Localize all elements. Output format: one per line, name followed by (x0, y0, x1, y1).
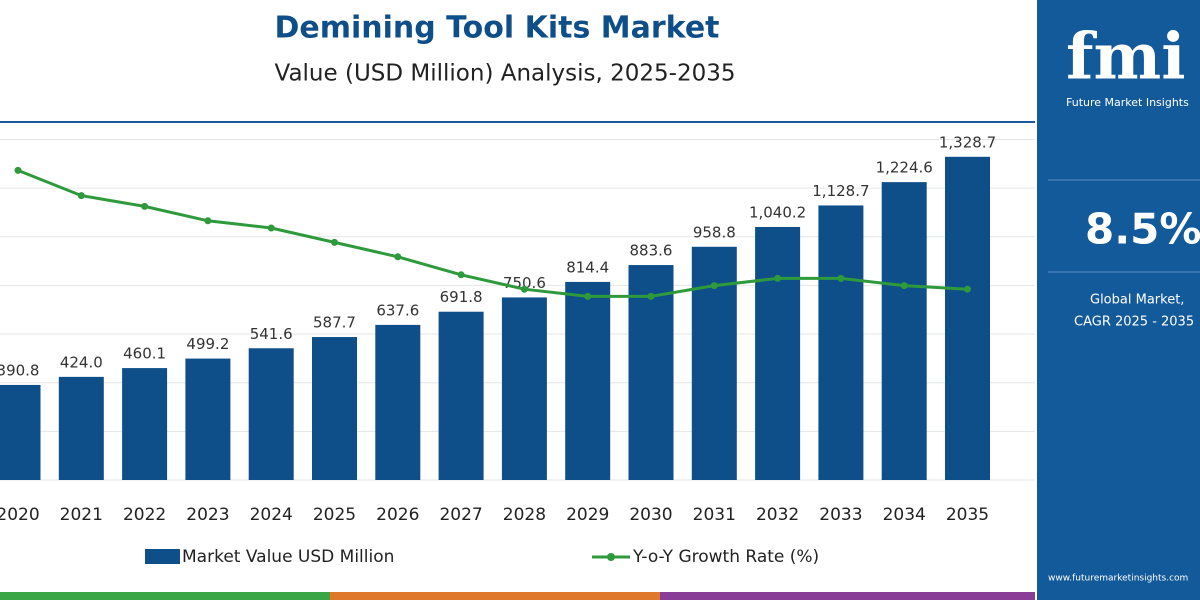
bar (945, 156, 990, 480)
x-tick-label: 2028 (503, 505, 546, 525)
value-label: 499.2 (186, 335, 229, 353)
x-tick-label: 2023 (186, 505, 229, 525)
x-tick-label: 2025 (313, 505, 356, 525)
value-label: 1,328.7 (939, 133, 996, 151)
bar (58, 376, 104, 480)
growth-point (394, 253, 402, 261)
bar (185, 358, 231, 480)
x-tick-label: 2022 (123, 505, 166, 525)
cagr-value: 8.5% (1085, 205, 1200, 254)
value-label: 883.6 (630, 242, 673, 260)
bar (691, 246, 737, 480)
logo: fmi (1066, 20, 1186, 95)
growth-point (584, 292, 592, 300)
value-label: 691.8 (440, 288, 483, 306)
company-name: Future Market Insights (1066, 96, 1189, 109)
x-tick-label: 2021 (60, 505, 103, 525)
bar (438, 311, 484, 480)
value-label: 1,128.7 (812, 182, 869, 200)
value-label: 637.6 (376, 301, 419, 319)
value-label: 587.7 (313, 314, 356, 332)
chart-title: Demining Tool Kits Market (274, 11, 719, 46)
growth-point (14, 166, 22, 174)
cagr-label: Global Market, (1090, 293, 1184, 308)
value-label: 541.6 (250, 325, 293, 343)
legend-swatch (145, 549, 180, 564)
side-panel (1037, 0, 1200, 600)
bar (881, 182, 927, 480)
bar (122, 368, 168, 480)
bar (375, 324, 421, 480)
growth-point (267, 224, 275, 232)
bar (248, 348, 294, 480)
bar (628, 265, 674, 480)
growth-point (900, 282, 908, 290)
value-label: 958.8 (693, 223, 736, 241)
cagr-label: CAGR 2025 - 2035 (1074, 315, 1194, 330)
bar (501, 297, 547, 480)
growth-point (710, 282, 718, 290)
footer-strip (660, 592, 1035, 600)
value-label: 424.0 (60, 353, 103, 371)
x-tick-label: 2020 (0, 505, 40, 525)
x-tick-label: 2027 (439, 505, 482, 525)
legend-label: Y-o-Y Growth Rate (%) (632, 547, 819, 567)
growth-point (204, 217, 212, 225)
growth-point (331, 238, 338, 246)
value-label: 460.1 (123, 345, 166, 363)
bar (0, 384, 41, 480)
growth-point (964, 285, 971, 293)
legend-label: Market Value USD Million (182, 547, 394, 567)
legend-swatch (607, 553, 615, 561)
x-tick-label: 2032 (756, 505, 799, 525)
growth-point (77, 192, 85, 200)
growth-point (457, 271, 465, 279)
footer-strip (330, 592, 660, 600)
bar (565, 281, 611, 480)
website: www.futuremarketinsights.com (1048, 574, 1188, 584)
growth-point (837, 274, 845, 282)
x-tick-label: 2034 (883, 505, 926, 525)
growth-line (17, 169, 968, 298)
x-tick-label: 2024 (250, 505, 293, 525)
footer-strip (0, 592, 330, 600)
x-tick-label: 2033 (819, 505, 862, 525)
growth-point (520, 285, 528, 293)
chart-subtitle: Value (USD Million) Analysis, 2025-2035 (275, 61, 736, 87)
bar (312, 337, 357, 480)
growth-point (774, 274, 782, 282)
x-tick-label: 2030 (629, 505, 672, 525)
bar (818, 205, 864, 480)
value-label: 1,040.2 (749, 203, 806, 221)
x-tick-label: 2026 (376, 505, 419, 525)
growth-point (141, 202, 149, 210)
value-label: 814.4 (566, 258, 609, 276)
value-label: 1,224.6 (876, 159, 933, 177)
value-label: 390.8 (0, 361, 39, 379)
bar (755, 226, 801, 480)
x-tick-label: 2035 (946, 505, 989, 525)
x-tick-label: 2029 (566, 505, 609, 525)
x-tick-label: 2031 (693, 505, 736, 525)
growth-point (647, 292, 655, 300)
